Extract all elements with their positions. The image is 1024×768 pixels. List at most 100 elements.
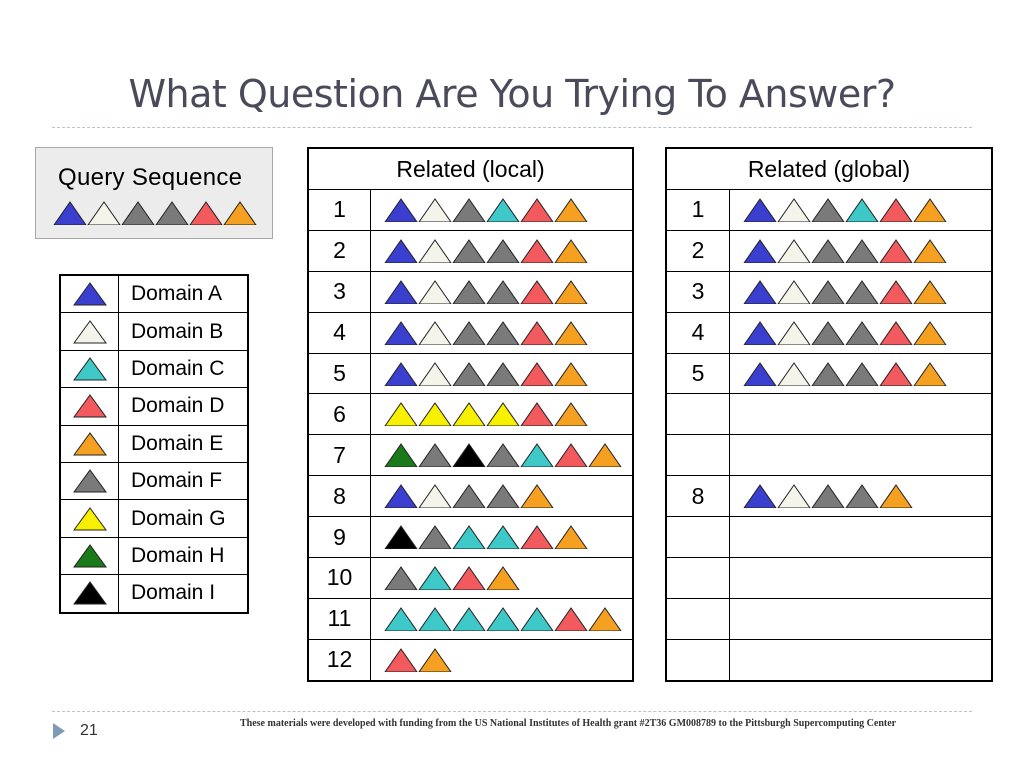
domain-d-triangle-icon [520, 279, 554, 304]
domain-e-triangle-icon [588, 443, 622, 468]
row-number: 3 [665, 270, 730, 313]
domain-f-triangle-icon [452, 320, 486, 345]
table-row [665, 393, 993, 436]
row-number [665, 434, 730, 477]
domain-d-triangle-icon [520, 525, 554, 550]
domain-g-triangle-icon [418, 402, 452, 427]
related-local-header: Related (local) [307, 147, 634, 190]
row-number [665, 557, 730, 599]
domain-f-triangle-icon [486, 484, 520, 509]
domain-d-triangle-icon [879, 361, 913, 386]
domain-e-triangle-icon [486, 566, 520, 590]
domain-a-triangle-icon [72, 282, 107, 306]
legend-row: Domain E [59, 424, 249, 463]
row-number [665, 638, 730, 682]
footer-divider [52, 711, 972, 712]
domain-g-triangle-icon [486, 402, 520, 427]
domain-e-triangle-icon [554, 402, 588, 427]
legend-swatch [59, 499, 119, 538]
domain-f-triangle-icon [811, 238, 845, 263]
domain-i-triangle-icon [384, 525, 418, 550]
row-number: 7 [307, 434, 371, 477]
domain-c-triangle-icon [520, 606, 554, 631]
table-row: 3 [307, 270, 634, 313]
domain-d-triangle-icon [189, 201, 223, 225]
legend-row: Domain C [59, 349, 249, 389]
domain-e-triangle-icon [554, 361, 588, 386]
domain-c-triangle-icon [72, 357, 107, 381]
row-domains [370, 638, 634, 682]
domain-c-triangle-icon [486, 525, 520, 550]
domain-d-triangle-icon [72, 394, 107, 418]
domain-h-triangle-icon [384, 443, 418, 468]
domain-d-triangle-icon [520, 361, 554, 386]
row-domains [729, 229, 993, 272]
row-number: 5 [307, 352, 371, 395]
domain-f-triangle-icon [384, 566, 418, 590]
domain-f-triangle-icon [811, 198, 845, 222]
domain-legend: Domain A Domain B Domain C Domain D Domain E… [59, 274, 249, 614]
domain-c-triangle-icon [452, 525, 486, 550]
domain-a-triangle-icon [384, 198, 418, 222]
domain-f-triangle-icon [452, 279, 486, 304]
table-row: 6 [307, 393, 634, 436]
legend-swatch [59, 349, 119, 389]
domain-e-triangle-icon [418, 647, 452, 672]
domain-a-triangle-icon [743, 238, 777, 263]
row-domains [729, 475, 993, 518]
row-domains [370, 352, 634, 395]
domain-b-triangle-icon [418, 361, 452, 386]
domain-b-triangle-icon [777, 198, 811, 222]
related-local-table: Related (local) 1 2 3 4 5 6 7 8 9 10 11 12 [307, 147, 634, 682]
domain-d-triangle-icon [384, 647, 418, 672]
row-domains [729, 638, 993, 682]
table-row [665, 516, 993, 559]
domain-c-triangle-icon [486, 198, 520, 222]
table-row: 9 [307, 516, 634, 559]
row-number: 1 [307, 189, 371, 231]
domain-e-triangle-icon [913, 238, 947, 263]
domain-e-triangle-icon [72, 431, 107, 456]
slide-title: What Question Are You Trying To Answer? [128, 72, 896, 116]
row-number: 4 [307, 311, 371, 354]
related-global-header: Related (global) [665, 147, 993, 190]
row-domains [370, 393, 634, 436]
row-number: 3 [307, 270, 371, 313]
domain-d-triangle-icon [520, 402, 554, 427]
domain-e-triangle-icon [588, 606, 622, 631]
domain-f-triangle-icon [811, 484, 845, 509]
legend-label: Domain E [118, 424, 249, 463]
table-row [665, 638, 993, 682]
row-domains [729, 597, 993, 640]
domain-f-triangle-icon [486, 320, 520, 345]
table-row: 2 [307, 229, 634, 272]
domain-c-triangle-icon [384, 606, 418, 631]
domain-a-triangle-icon [384, 484, 418, 509]
query-sequence-domains [53, 201, 257, 227]
legend-swatch [59, 387, 119, 426]
row-domains [729, 516, 993, 559]
row-domains [729, 270, 993, 313]
legend-row: Domain A [59, 274, 249, 314]
row-domains [370, 475, 634, 518]
domain-f-triangle-icon [418, 443, 452, 468]
domain-e-triangle-icon [554, 320, 588, 345]
table-row: 4 [665, 311, 993, 354]
domain-e-triangle-icon [554, 525, 588, 550]
query-sequence-label: Query Sequence [58, 164, 243, 191]
legend-swatch [59, 424, 119, 463]
table-row: 3 [665, 270, 993, 313]
domain-e-triangle-icon [913, 320, 947, 345]
funding-note: These materials were developed with fund… [240, 718, 897, 729]
row-domains [729, 434, 993, 477]
row-number: 10 [307, 557, 371, 599]
domain-f-triangle-icon [845, 238, 879, 263]
domain-d-triangle-icon [879, 238, 913, 263]
domain-b-triangle-icon [777, 320, 811, 345]
legend-swatch [59, 312, 119, 351]
row-domains [370, 597, 634, 640]
domain-f-triangle-icon [845, 484, 879, 509]
domain-e-triangle-icon [554, 198, 588, 222]
table-row [665, 434, 993, 477]
